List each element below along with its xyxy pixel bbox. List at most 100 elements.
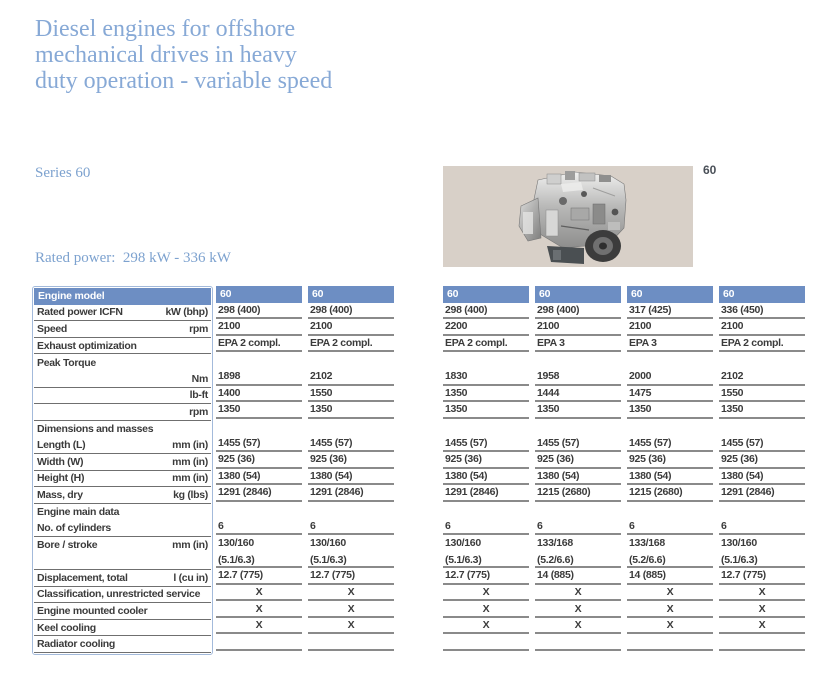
- row-unit-text: mm (in): [172, 538, 208, 551]
- row-label-text: Engine main data: [37, 506, 120, 519]
- page-title-line-2: mechanical drives in heavy: [35, 42, 297, 68]
- cell-displacement-total: 12.7 (775): [443, 568, 529, 585]
- cell-rated-power-icfn: 298 (400): [216, 303, 302, 320]
- row-label-text: Width (W): [37, 455, 84, 468]
- cell-classification-unrestricted-service: X: [443, 585, 529, 602]
- page-title-line-3: duty operation - variable speed: [35, 68, 333, 94]
- cell-keel-cooling: X: [216, 618, 302, 635]
- cell-value-line: 130/160: [310, 536, 346, 549]
- engine-model-header: Engine model: [34, 288, 211, 305]
- cell-dimensions-and-masses: [627, 419, 713, 436]
- cell-displacement-total: 12.7 (775): [719, 568, 805, 585]
- cell-engine-main-data: [719, 502, 805, 519]
- cell-peak-torque: [627, 352, 713, 369]
- cell-rpm: 1350: [719, 402, 805, 419]
- cell-radiator-cooling: [308, 634, 394, 652]
- row-label-engine-main-data: Engine main data: [34, 504, 211, 521]
- cell-mass-dry: 1215 (2680): [627, 485, 713, 502]
- cell-width-w: 925 (36): [216, 452, 302, 469]
- engine-column-4: 60 298 (400) 2100 EPA 3 1958 1444 1350 1455 (57…: [535, 286, 621, 652]
- row-label-text: Mass, dry: [37, 488, 83, 501]
- cell-dimensions-and-masses: [719, 419, 805, 436]
- cell-nm: 2102: [719, 369, 805, 386]
- cell-no-of-cylinders: 6: [719, 518, 805, 535]
- cell-keel-cooling: X: [308, 618, 394, 635]
- cell-exhaust-optimization: EPA 2 compl.: [443, 336, 529, 353]
- cell-mass-dry: 1291 (2846): [719, 485, 805, 502]
- cell-length-l: 1455 (57): [535, 435, 621, 452]
- row-unit-text: l (cu in): [173, 571, 208, 584]
- row-label-text: Radiator cooling: [37, 638, 116, 651]
- cell-rated-power-icfn: 336 (450): [719, 303, 805, 320]
- page-title-line-1: Diesel engines for offshore: [35, 16, 296, 42]
- cell-engine-main-data: [216, 502, 302, 519]
- row-label-no-of-cylinders: No. of cylinders: [34, 520, 211, 537]
- cell-speed: 2200: [443, 319, 529, 336]
- cell-mass-dry: 1291 (2846): [443, 485, 529, 502]
- cell-engine-main-data: [627, 502, 713, 519]
- row-label-text: Peak Torque: [37, 356, 96, 369]
- row-label-width-w: Width (W) mm (in): [34, 454, 211, 471]
- row-label-rpm: rpm: [34, 404, 211, 421]
- cell-speed: 2100: [216, 319, 302, 336]
- cell-nm: 1830: [443, 369, 529, 386]
- table-label-rows: Rated power ICFN kW (bhp) Speed rpm Exhaust …: [34, 305, 211, 654]
- row-unit-text: mm (in): [172, 455, 208, 468]
- cell-dimensions-and-masses: [308, 419, 394, 436]
- engine-photo: [518, 171, 627, 264]
- cell-no-of-cylinders: 6: [535, 518, 621, 535]
- row-unit-text: mm (in): [172, 439, 208, 452]
- cell-mass-dry: 1291 (2846): [216, 485, 302, 502]
- cell-lb-ft: 1444: [535, 386, 621, 403]
- rated-power-text: Rated power: 298 kW - 336 kW: [35, 250, 231, 266]
- cell-exhaust-optimization: EPA 2 compl.: [719, 336, 805, 353]
- cell-dimensions-and-masses: [535, 419, 621, 436]
- row-label-text: Length (L): [37, 439, 86, 452]
- row-label-text: Height (H): [37, 472, 85, 485]
- cell-width-w: 925 (36): [627, 452, 713, 469]
- cell-rpm: 1350: [216, 402, 302, 419]
- cell-width-w: 925 (36): [719, 452, 805, 469]
- cell-engine-main-data: [443, 502, 529, 519]
- cell-lb-ft: 1350: [443, 386, 529, 403]
- cell-value-line: 130/160: [721, 536, 757, 549]
- engine-column-3: 60 298 (400) 2200 EPA 2 compl. 1830 1350 1350 1…: [443, 286, 529, 652]
- cell-no-of-cylinders: 6: [627, 518, 713, 535]
- engine-column-header: 60: [719, 286, 805, 303]
- cell-classification-unrestricted-service: X: [308, 585, 394, 602]
- cell-no-of-cylinders: 6: [216, 518, 302, 535]
- cell-length-l: 1455 (57): [627, 435, 713, 452]
- cell-keel-cooling: X: [719, 618, 805, 635]
- row-label-dimensions-and-masses: Dimensions and masses: [34, 421, 211, 438]
- engine-column-header: 60: [308, 286, 394, 303]
- cell-nm: 2000: [627, 369, 713, 386]
- row-label-text: Bore / stroke: [37, 538, 98, 551]
- row-label-speed: Speed rpm: [34, 321, 211, 338]
- cell-engine-mounted-cooler: X: [535, 601, 621, 618]
- cell-value-line: (5.1/6.3): [310, 553, 347, 566]
- row-label-text: Dimensions and masses: [37, 423, 154, 436]
- cell-value-line: (5.1/6.3): [721, 553, 758, 566]
- cell-speed: 2100: [719, 319, 805, 336]
- row-label-length-l: Length (L) mm (in): [34, 437, 211, 454]
- spec-table: Engine model Rated power ICFN kW (bhp) Spe…: [0, 286, 830, 666]
- row-label-text: Rated power ICFN: [37, 306, 123, 319]
- cell-bore-stroke: 133/168 (5.2/6.6): [627, 535, 713, 569]
- cell-height-h: 1380 (54): [719, 469, 805, 486]
- row-label-displacement-total: Displacement, total l (cu in): [34, 570, 211, 587]
- engine-column-2: 60 298 (400) 2100 EPA 2 compl. 2102 1550 1350 1…: [308, 286, 394, 652]
- engine-image-panel: [443, 166, 693, 267]
- row-label-radiator-cooling: Radiator cooling: [34, 636, 211, 654]
- engine-column-5: 60 317 (425) 2100 EPA 3 2000 1475 1350 1455 (57…: [627, 286, 713, 652]
- cell-height-h: 1380 (54): [627, 469, 713, 486]
- cell-dimensions-and-masses: [443, 419, 529, 436]
- row-label-keel-cooling: Keel cooling: [34, 620, 211, 637]
- cell-value-line: (5.1/6.3): [445, 553, 482, 566]
- cell-lb-ft: 1550: [308, 386, 394, 403]
- row-label-text: Speed: [37, 322, 68, 335]
- cell-exhaust-optimization: EPA 3: [535, 336, 621, 353]
- engine-image-caption: 60: [703, 163, 717, 177]
- page-title: Diesel engines for offshore mechanical d…: [35, 16, 332, 94]
- cell-bore-stroke: 130/160 (5.1/6.3): [216, 535, 302, 569]
